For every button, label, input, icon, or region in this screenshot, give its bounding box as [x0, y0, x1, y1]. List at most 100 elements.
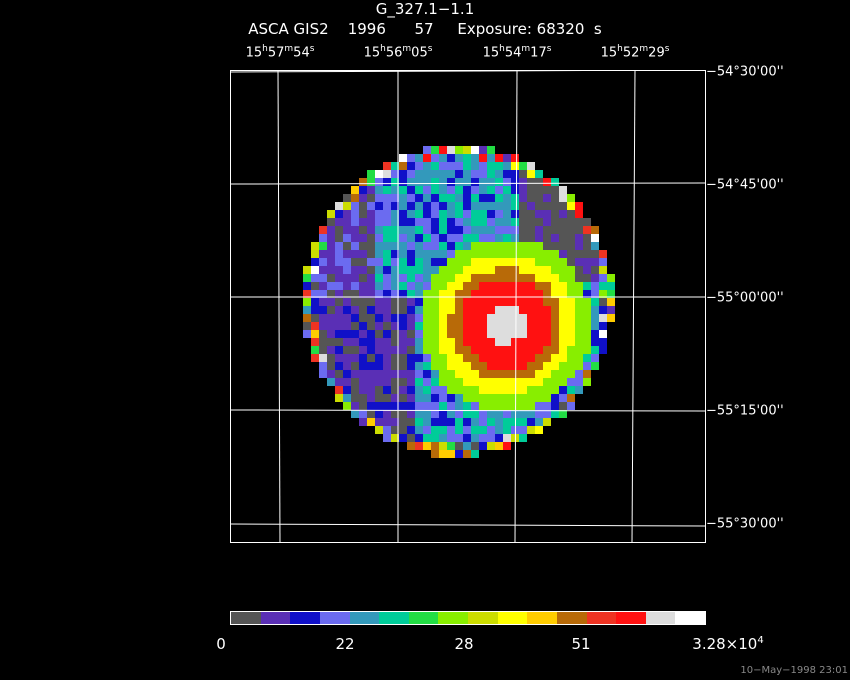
intensity-pixel: [455, 234, 463, 242]
intensity-pixel: [479, 362, 487, 370]
intensity-pixel: [447, 250, 455, 258]
intensity-pixel: [407, 194, 415, 202]
intensity-pixel: [543, 370, 551, 378]
intensity-pixel: [359, 394, 367, 402]
intensity-pixel: [367, 242, 375, 250]
intensity-pixel: [599, 338, 607, 346]
intensity-pixel: [455, 218, 463, 226]
intensity-pixel: [359, 242, 367, 250]
intensity-pixel: [367, 250, 375, 258]
intensity-pixel: [551, 346, 559, 354]
intensity-pixel: [535, 346, 543, 354]
xray-intensity-map: [303, 146, 615, 458]
intensity-pixel: [575, 338, 583, 346]
intensity-pixel: [479, 178, 487, 186]
intensity-pixel: [447, 154, 455, 162]
intensity-pixel: [535, 402, 543, 410]
ra-grid-line: [277, 70, 281, 543]
intensity-pixel: [479, 354, 487, 362]
intensity-pixel: [543, 210, 551, 218]
intensity-pixel: [591, 338, 599, 346]
intensity-pixel: [527, 282, 535, 290]
intensity-pixel: [511, 314, 519, 322]
intensity-pixel: [327, 322, 335, 330]
intensity-pixel: [359, 202, 367, 210]
intensity-pixel: [559, 314, 567, 322]
intensity-pixel: [415, 282, 423, 290]
intensity-pixel: [535, 274, 543, 282]
intensity-pixel: [375, 370, 383, 378]
intensity-pixel: [527, 298, 535, 306]
intensity-pixel: [455, 330, 463, 338]
intensity-pixel: [487, 410, 495, 418]
intensity-pixel: [503, 410, 511, 418]
intensity-pixel: [527, 394, 535, 402]
intensity-pixel: [367, 338, 375, 346]
intensity-pixel: [343, 298, 351, 306]
intensity-pixel: [375, 202, 383, 210]
intensity-pixel: [415, 178, 423, 186]
intensity-pixel: [415, 186, 423, 194]
intensity-pixel: [567, 370, 575, 378]
intensity-pixel: [447, 218, 455, 226]
intensity-pixel: [431, 450, 439, 458]
intensity-pixel: [463, 186, 471, 194]
colorbar-label: 0: [216, 635, 226, 653]
intensity-pixel: [407, 434, 415, 442]
intensity-pixel: [359, 410, 367, 418]
intensity-pixel: [407, 346, 415, 354]
intensity-pixel: [527, 258, 535, 266]
intensity-pixel: [447, 306, 455, 314]
dec-label: −55°00'00'': [706, 290, 784, 306]
intensity-pixel: [503, 202, 511, 210]
intensity-pixel: [463, 330, 471, 338]
intensity-pixel: [327, 274, 335, 282]
intensity-pixel: [415, 314, 423, 322]
intensity-pixel: [535, 306, 543, 314]
intensity-pixel: [335, 322, 343, 330]
intensity-pixel: [543, 298, 551, 306]
intensity-pixel: [375, 418, 383, 426]
intensity-pixel: [391, 202, 399, 210]
intensity-pixel: [471, 202, 479, 210]
intensity-pixel: [447, 434, 455, 442]
coordinate-grid: [230, 70, 706, 543]
intensity-pixel: [375, 242, 383, 250]
intensity-pixel: [583, 282, 591, 290]
intensity-pixel: [519, 266, 527, 274]
dec-label: −55°15'00'': [706, 403, 784, 419]
intensity-pixel: [407, 402, 415, 410]
intensity-pixel: [367, 410, 375, 418]
intensity-pixel: [407, 322, 415, 330]
intensity-pixel: [351, 378, 359, 386]
intensity-pixel: [567, 314, 575, 322]
intensity-pixel: [351, 298, 359, 306]
intensity-pixel: [439, 370, 447, 378]
intensity-pixel: [407, 186, 415, 194]
intensity-pixel: [535, 298, 543, 306]
intensity-pixel: [551, 242, 559, 250]
intensity-pixel: [407, 210, 415, 218]
intensity-pixel: [543, 258, 551, 266]
intensity-pixel: [383, 402, 391, 410]
intensity-pixel: [399, 202, 407, 210]
intensity-pixel: [447, 274, 455, 282]
intensity-pixel: [423, 378, 431, 386]
intensity-pixel: [607, 306, 615, 314]
intensity-pixel: [327, 210, 335, 218]
intensity-pixel: [431, 146, 439, 154]
intensity-pixel: [567, 378, 575, 386]
intensity-pixel: [495, 426, 503, 434]
intensity-pixel: [583, 266, 591, 274]
intensity-pixel: [495, 250, 503, 258]
intensity-pixel: [567, 354, 575, 362]
intensity-pixel: [399, 218, 407, 226]
intensity-pixel: [575, 370, 583, 378]
timestamp: 10−May−1998 23:01: [740, 665, 848, 676]
intensity-pixel: [495, 218, 503, 226]
intensity-pixel: [407, 250, 415, 258]
intensity-pixel: [511, 162, 519, 170]
intensity-pixel: [487, 330, 495, 338]
ra-label: 15h56m05s: [363, 44, 433, 61]
intensity-pixel: [439, 378, 447, 386]
